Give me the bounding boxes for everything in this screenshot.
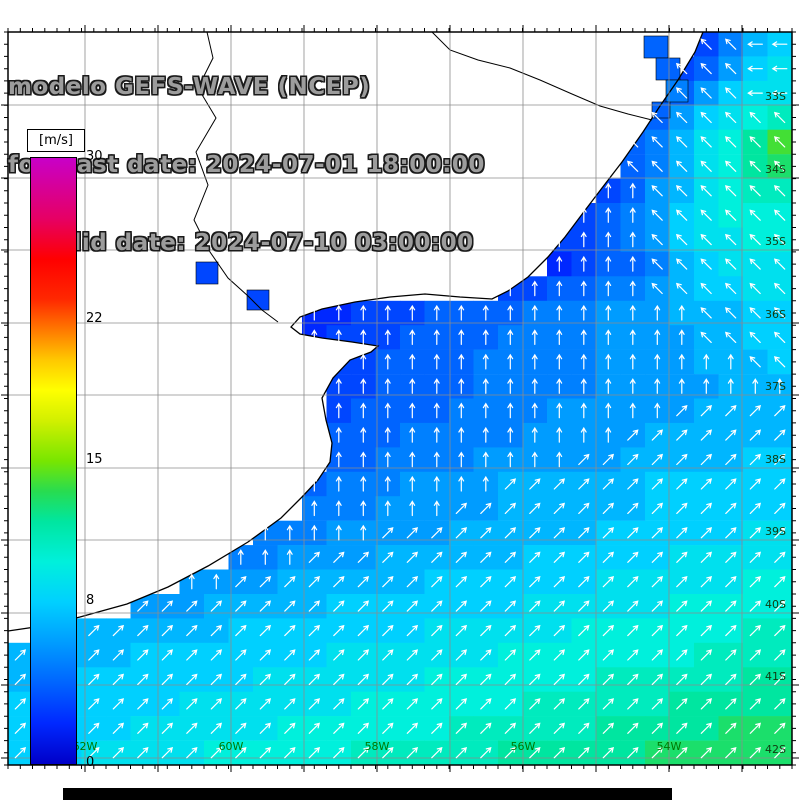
model-title: modelo GEFS-WAVE (NCEP): [8, 74, 371, 100]
colorbar-tick-label: 15: [86, 452, 103, 467]
lat-label: 39S: [765, 525, 786, 538]
title-block: modelo GEFS-WAVE (NCEP) forecast date: 2…: [8, 22, 485, 308]
lat-label: 36S: [765, 308, 786, 321]
lat-label: 34S: [765, 163, 786, 176]
lat-label: 33S: [765, 90, 786, 103]
longitude-labels: 62W 60W 58W 56W 54W: [73, 740, 682, 753]
axis-ticks: [1, 25, 799, 772]
lon-label: 60W: [219, 740, 244, 753]
coastline: [7, 31, 704, 632]
colorbar-tick-label: 0: [86, 755, 95, 770]
wind-direction-arrows: [14, 38, 788, 759]
valid-date: valid date: 2024-07-10 03:00:00: [8, 230, 474, 256]
latitude-labels: 33S 34S 35S 36S 37S 38S 39S 40S 41S 42S: [765, 90, 786, 756]
footer-bar: [63, 788, 672, 800]
lon-label: 56W: [511, 740, 536, 753]
colorbar-tick-label: 30: [86, 149, 103, 164]
lat-label: 40S: [765, 598, 786, 611]
forecast-date: forecast date: 2024-07-01 18:00:00: [8, 152, 485, 178]
lat-label: 38S: [765, 453, 786, 466]
graticule: [8, 32, 792, 765]
lon-label: 58W: [365, 740, 390, 753]
land-mask: [8, 32, 703, 631]
colorbar-units-label: [m/s]: [27, 129, 85, 152]
lon-label: 54W: [657, 740, 682, 753]
colorbar-tick-label: 22: [86, 310, 103, 326]
colorbar-tick-label: 8: [86, 593, 95, 609]
country-borders: [193, 31, 653, 323]
lat-label: 37S: [765, 380, 786, 393]
lat-label: 42S: [765, 743, 786, 756]
colorbar-gradient: [30, 157, 77, 765]
inland-water-cells: [195, 35, 689, 311]
lat-label: 35S: [765, 235, 786, 248]
lon-label: 62W: [73, 740, 98, 753]
lat-label: 41S: [765, 670, 786, 683]
